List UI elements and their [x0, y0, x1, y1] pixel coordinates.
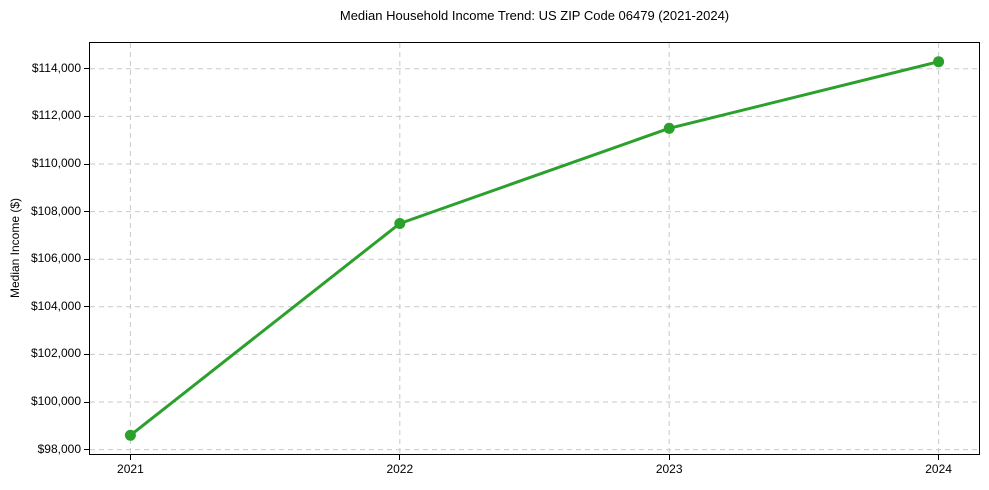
chart-title: Median Household Income Trend: US ZIP Co…	[339, 8, 730, 23]
y-tick-label: $110,000	[31, 156, 81, 170]
data-point-2021	[124, 429, 136, 441]
y-tick-mark	[84, 163, 89, 165]
y-tick-mark	[84, 115, 89, 117]
y-tick-label: $100,000	[30, 394, 81, 408]
x-tick-mark	[938, 455, 940, 460]
x-tick-label: 2024	[925, 462, 952, 476]
data-point-2024	[933, 56, 945, 68]
y-tick-label: $98,000	[37, 441, 81, 456]
y-tick-mark	[84, 211, 89, 213]
y-tick-mark	[84, 68, 89, 70]
y-tick-label: $108,000	[30, 203, 81, 218]
x-tick-label: 2023	[655, 462, 683, 476]
x-tick-mark	[668, 455, 670, 460]
y-tick-label: $114,000	[31, 60, 81, 75]
y-tick-label: $104,000	[30, 298, 81, 313]
y-tick-label: $106,000	[30, 251, 81, 266]
y-tick-label: $102,000	[30, 346, 81, 361]
x-tick-label: 2021	[117, 462, 144, 476]
plot-area	[89, 42, 980, 455]
y-tick-mark	[84, 306, 89, 308]
y-tick-mark	[84, 449, 89, 451]
y-tick-mark	[84, 401, 89, 403]
x-tick-label: 2022	[386, 462, 414, 476]
data-point-2022	[394, 218, 406, 229]
y-tick-label: $112,000	[31, 108, 81, 123]
line-chart-canvas	[90, 43, 979, 454]
trend-line	[128, 60, 941, 437]
y-tick-mark	[84, 353, 89, 355]
data-point-2023	[663, 122, 675, 134]
x-tick-mark	[399, 455, 401, 460]
y-tick-mark	[84, 258, 89, 260]
x-tick-mark	[129, 455, 131, 460]
